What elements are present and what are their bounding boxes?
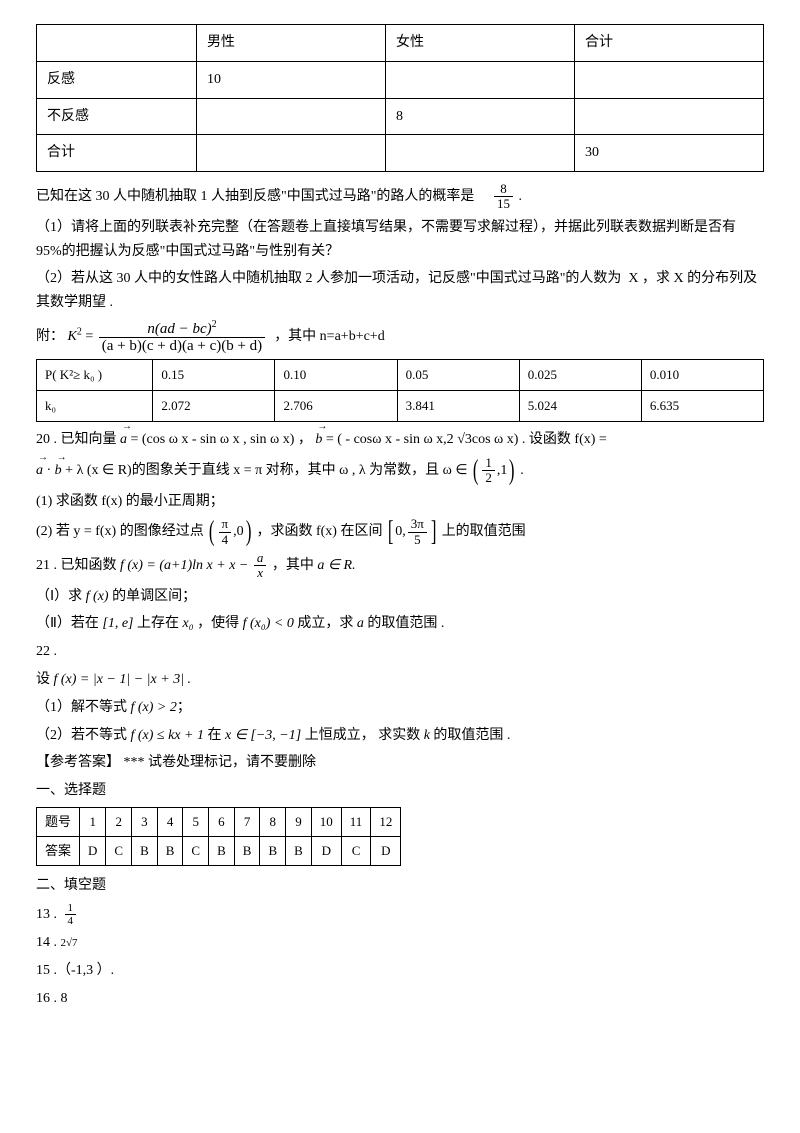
question-22-def: 设 f (x) = |x − 1| − |x + 3| . — [36, 668, 764, 692]
cell: 男性 — [196, 25, 385, 62]
question-22-1: （1）解不等式 f (x) > 2； — [36, 696, 764, 720]
fraction: 8 15 — [494, 182, 513, 212]
cell: 题号 — [37, 807, 80, 836]
cell: D — [311, 837, 341, 866]
cell: 30 — [574, 135, 763, 172]
cell: C — [341, 837, 371, 866]
cell: B — [234, 837, 260, 866]
cell — [196, 135, 385, 172]
answer-13: 13 . 14 — [36, 902, 764, 927]
answers-header: 【参考答案】 *** 试卷处理标记，请不要删除 — [36, 751, 764, 775]
cell: 0.10 — [275, 359, 397, 390]
cell: 3 — [132, 807, 158, 836]
cell: 0.025 — [519, 359, 641, 390]
cell: k₀ — [37, 391, 153, 422]
cell: D — [80, 837, 106, 866]
text: 已知在这 30 人中随机抽取 1 人抽到反感"中国式过马路"的路人的概率是 — [36, 189, 474, 204]
cell: 不反感 — [37, 98, 197, 135]
cell: 10 — [311, 807, 341, 836]
question-20-1: (1) 求函数 f(x) 的最小正周期； — [36, 490, 764, 514]
cell: 0.15 — [153, 359, 275, 390]
cell — [574, 98, 763, 135]
text: 附： — [36, 329, 64, 344]
cell: B — [209, 837, 235, 866]
cell: 2.706 — [275, 391, 397, 422]
cell: 答案 — [37, 837, 80, 866]
cell: 合计 — [37, 135, 197, 172]
cell: 8 — [385, 98, 574, 135]
cell: 3.841 — [397, 391, 519, 422]
cell: P( K²≥ k₀ ) — [37, 359, 153, 390]
cell: 12 — [371, 807, 401, 836]
paragraph-probability: 已知在这 30 人中随机抽取 1 人抽到反感"中国式过马路"的路人的概率是 8 … — [36, 182, 764, 212]
paragraph-q2: （2）若从这 30 人中的女性路人中随机抽取 2 人参加一项活动，记反感"中国式… — [36, 267, 764, 315]
cell: 9 — [286, 807, 312, 836]
cell — [385, 135, 574, 172]
cell: C — [106, 837, 132, 866]
question-22-2: （2）若不等式 f (x) ≤ kx + 1 在 x ∈ [−3, −1] 上恒… — [36, 724, 764, 748]
question-21-2: （Ⅱ）若在 [1, e] 上存在 x₀ ，使得 f (x₀) < 0 成立，求 … — [36, 612, 764, 636]
answers-section-1: 一、选择题 — [36, 779, 764, 803]
cell: B — [157, 837, 183, 866]
cell: 合计 — [574, 25, 763, 62]
text: . — [518, 189, 522, 204]
chi-square-table: P( K²≥ k₀ ) 0.15 0.10 0.05 0.025 0.010 k… — [36, 359, 764, 422]
cell: 0.010 — [641, 359, 763, 390]
cell: B — [286, 837, 312, 866]
cell: 0.05 — [397, 359, 519, 390]
cell: 5.024 — [519, 391, 641, 422]
cell: 6.635 — [641, 391, 763, 422]
question-22: 22 . — [36, 640, 764, 664]
cell — [574, 61, 763, 98]
cell: 8 — [260, 807, 286, 836]
cell: 2 — [106, 807, 132, 836]
contingency-table: 男性 女性 合计 反感 10 不反感 8 合计 30 — [36, 24, 764, 172]
cell: 7 — [234, 807, 260, 836]
cell: 女性 — [385, 25, 574, 62]
cell — [37, 25, 197, 62]
cell: 1 — [80, 807, 106, 836]
cell: 2.072 — [153, 391, 275, 422]
answer-15: 15 .（-1,3 ）. — [36, 959, 764, 983]
text: ，其中 n=a+b+c+d — [274, 329, 385, 344]
cell — [385, 61, 574, 98]
paragraph-formula: 附： K2 = n(ad − bc)2 (a + b)(c + d)(a + c… — [36, 319, 764, 355]
cell: B — [132, 837, 158, 866]
cell: 11 — [341, 807, 371, 836]
cell: 6 — [209, 807, 235, 836]
answers-section-2: 二、填空题 — [36, 874, 764, 898]
cell: B — [260, 837, 286, 866]
answer-14: 14 . 2√7 — [36, 931, 764, 955]
question-21-1: （Ⅰ）求 f (x) 的单调区间； — [36, 585, 764, 609]
cell: 4 — [157, 807, 183, 836]
cell: D — [371, 837, 401, 866]
cell: 反感 — [37, 61, 197, 98]
cell: 5 — [183, 807, 209, 836]
cell: C — [183, 837, 209, 866]
answers-table: 题号 1 2 3 4 5 6 7 8 9 10 11 12 答案 D C B B… — [36, 807, 401, 866]
answer-16: 16 . 8 — [36, 987, 764, 1011]
question-20-line2: →a · →b + λ (x ∈ R)的图象关于直线 x = π 对称，其中 ω… — [36, 456, 764, 486]
question-20: 20 . 已知向量 →a = (cos ω x - sin ω x , sin … — [36, 428, 764, 452]
question-20-2: (2) 若 y = f(x) 的图像经过点 (π4,0) ，求函数 f(x) 在… — [36, 517, 764, 547]
fraction-k2: n(ad − bc)2 (a + b)(c + d)(a + c)(b + d) — [99, 319, 265, 355]
cell — [196, 98, 385, 135]
cell: 10 — [196, 61, 385, 98]
paragraph-q1: （1）请将上面的列联表补充完整（在答题卷上直接填写结果，不需要写求解过程），并据… — [36, 216, 764, 264]
question-21: 21 . 已知函数 f (x) = (a+1)ln x + x − ax ，其中… — [36, 551, 764, 581]
